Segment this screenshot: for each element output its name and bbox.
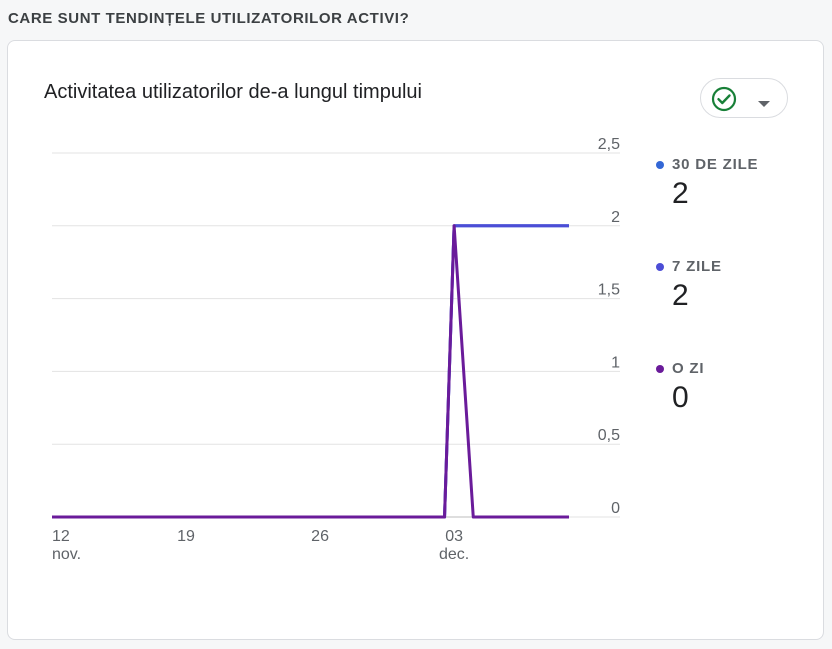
legend-label: O ZI	[672, 360, 705, 377]
x-tick-label: 12	[52, 528, 70, 545]
x-tick-month-label: nov.	[52, 546, 81, 563]
legend-item-7-days: 7 ZILE 2	[656, 258, 722, 313]
x-tick-month-label: dec.	[439, 546, 469, 563]
legend-value: 2	[672, 279, 689, 312]
card-title: Activitatea utilizatorilor de-a lungul t…	[44, 81, 422, 103]
caret-down-icon	[757, 95, 771, 113]
check-circle-icon	[711, 86, 737, 117]
x-tick-label: 03	[445, 528, 463, 545]
legend-dot	[656, 262, 664, 271]
y-tick-label: 2,5	[598, 136, 620, 153]
y-tick-label: 1,5	[598, 282, 620, 299]
y-tick-label: 1	[611, 354, 620, 371]
x-tick-label: 19	[177, 528, 195, 545]
legend-value: 2	[672, 177, 689, 210]
y-tick-label: 2	[611, 209, 620, 226]
legend-item-30-days: 30 DE ZILE 2	[656, 156, 758, 211]
user-activity-card: Activitatea utilizatorilor de-a lungul t…	[7, 40, 824, 640]
y-tick-label: 0	[611, 500, 620, 517]
section-title: CARE SUNT TENDINȚELE UTILIZATORILOR ACTI…	[8, 10, 410, 27]
legend-label: 30 DE ZILE	[672, 156, 759, 173]
legend-label: 7 ZILE	[672, 258, 722, 275]
x-tick-label: 26	[311, 528, 329, 545]
legend-dot	[656, 364, 664, 373]
legend-value: 0	[672, 381, 689, 414]
comparison-dropdown[interactable]	[700, 78, 788, 118]
legend-dot	[656, 160, 664, 169]
series-line-2	[52, 224, 569, 519]
legend-item-1-day: O ZI 0	[656, 360, 704, 415]
y-tick-label: 0,5	[598, 427, 620, 444]
